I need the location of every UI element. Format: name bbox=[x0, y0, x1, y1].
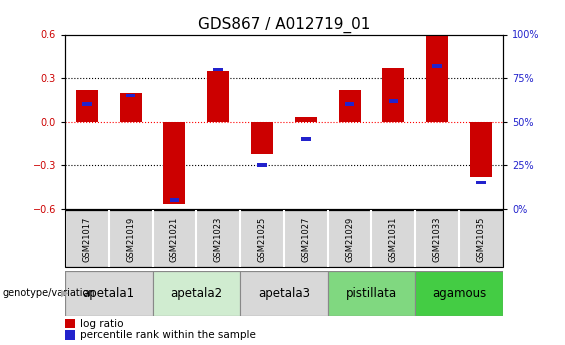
Bar bbox=[82, 102, 92, 106]
Bar bbox=[120, 92, 142, 122]
Bar bbox=[207, 71, 229, 122]
Text: percentile rank within the sample: percentile rank within the sample bbox=[80, 330, 256, 340]
Bar bbox=[240, 271, 328, 316]
Bar bbox=[163, 122, 185, 204]
Bar bbox=[66, 211, 108, 266]
Text: GSM21025: GSM21025 bbox=[258, 216, 267, 262]
Bar bbox=[345, 102, 354, 106]
Bar bbox=[338, 90, 360, 122]
Text: ▶: ▶ bbox=[61, 288, 68, 298]
Bar bbox=[329, 211, 371, 266]
Bar bbox=[110, 211, 151, 266]
Bar bbox=[65, 331, 76, 339]
Text: genotype/variation: genotype/variation bbox=[3, 288, 95, 298]
Bar bbox=[389, 99, 398, 102]
Bar bbox=[153, 271, 240, 316]
Bar bbox=[470, 122, 492, 177]
Text: GSM21021: GSM21021 bbox=[170, 216, 179, 262]
Text: GSM21029: GSM21029 bbox=[345, 216, 354, 262]
Text: log ratio: log ratio bbox=[80, 319, 124, 329]
Bar bbox=[170, 198, 179, 202]
Text: GSM21033: GSM21033 bbox=[433, 216, 442, 262]
Bar bbox=[476, 181, 486, 185]
Bar bbox=[328, 271, 415, 316]
Bar bbox=[126, 93, 136, 97]
Bar bbox=[76, 90, 98, 122]
Bar bbox=[416, 211, 458, 266]
Bar bbox=[65, 319, 76, 328]
Bar bbox=[432, 64, 442, 68]
Text: apetala2: apetala2 bbox=[170, 287, 223, 300]
Text: GSM21017: GSM21017 bbox=[82, 216, 92, 262]
Text: GSM21023: GSM21023 bbox=[214, 216, 223, 262]
Text: apetala1: apetala1 bbox=[82, 287, 135, 300]
Bar bbox=[460, 211, 502, 266]
Bar bbox=[154, 211, 195, 266]
Bar bbox=[301, 137, 311, 141]
Bar bbox=[415, 271, 503, 316]
Title: GDS867 / A012719_01: GDS867 / A012719_01 bbox=[198, 17, 370, 33]
Text: agamous: agamous bbox=[432, 287, 486, 300]
Text: apetala3: apetala3 bbox=[258, 287, 310, 300]
Text: GSM21031: GSM21031 bbox=[389, 216, 398, 262]
Bar bbox=[372, 211, 414, 266]
Text: pistillata: pistillata bbox=[346, 287, 397, 300]
Bar bbox=[197, 211, 239, 266]
Bar bbox=[426, 34, 448, 122]
Bar bbox=[295, 117, 317, 122]
Bar bbox=[65, 271, 153, 316]
Bar bbox=[251, 122, 273, 154]
Bar bbox=[241, 211, 283, 266]
Text: GSM21027: GSM21027 bbox=[301, 216, 310, 262]
Bar bbox=[214, 68, 223, 71]
Bar bbox=[285, 211, 327, 266]
Text: GSM21019: GSM21019 bbox=[126, 216, 135, 262]
Bar bbox=[257, 163, 267, 167]
Bar bbox=[383, 68, 405, 122]
Text: GSM21035: GSM21035 bbox=[476, 216, 485, 262]
